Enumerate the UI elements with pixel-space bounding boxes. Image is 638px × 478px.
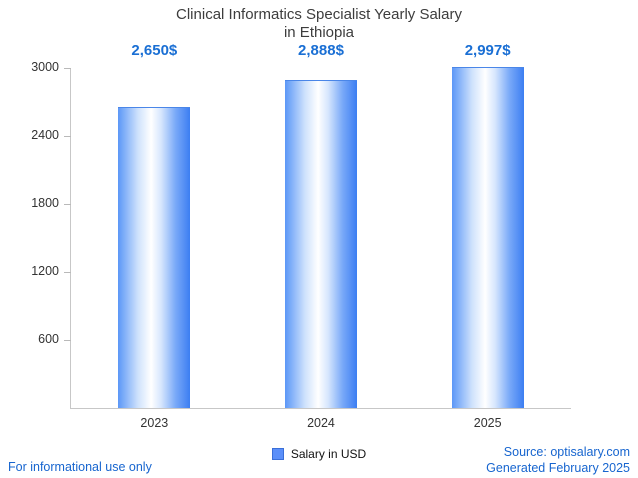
footer-disclaimer: For informational use only (8, 460, 152, 474)
plot-area: 600 1200 1800 2400 3000 2,650$ 2023 2,888$ 2024 2… (31, 42, 571, 430)
bar (284, 79, 357, 408)
y-axis-tick (64, 67, 71, 69)
bar-slot: 2,997$ 2025 (404, 42, 571, 430)
bar-value-label: 2,888$ (298, 42, 344, 59)
y-axis-tick (64, 203, 71, 205)
chart-title: Clinical Informatics Specialist Yearly S… (0, 6, 638, 42)
chart-title-line1: Clinical Informatics Specialist Yearly S… (176, 6, 462, 23)
bar (118, 106, 191, 408)
y-axis-tick-label: 1800 (31, 196, 59, 210)
bar-value-label: 2,650$ (131, 42, 178, 59)
legend-label: Salary in USD (290, 447, 367, 461)
bar-slot: 2,650$ 2023 (71, 42, 238, 430)
chart-title-line2: in Ethiopia (283, 24, 355, 41)
bar (451, 67, 524, 408)
x-axis-label: 2025 (473, 416, 502, 430)
legend: Salary in USD (0, 447, 638, 461)
y-axis-tick-label: 1200 (31, 264, 59, 278)
generated-date: Generated February 2025 (486, 461, 630, 475)
x-axis-label: 2023 (140, 416, 169, 430)
y-axis-tick (64, 339, 71, 341)
y-axis-tick-label: 3000 (31, 60, 59, 74)
x-axis-label: 2024 (307, 416, 335, 430)
y-axis-tick-label: 2400 (31, 128, 59, 142)
y-axis-tick (64, 135, 71, 137)
y-axis-tick (64, 271, 71, 273)
bar-value-label: 2,997$ (464, 42, 511, 59)
y-axis-tick-label: 600 (38, 332, 59, 346)
bar-slot: 2,888$ 2024 (238, 42, 405, 430)
legend-marker-icon (271, 448, 284, 460)
source-link[interactable]: Source: optisalary.com (503, 445, 630, 459)
footer-source-block: Source: optisalary.com Generated Februar… (486, 444, 630, 476)
